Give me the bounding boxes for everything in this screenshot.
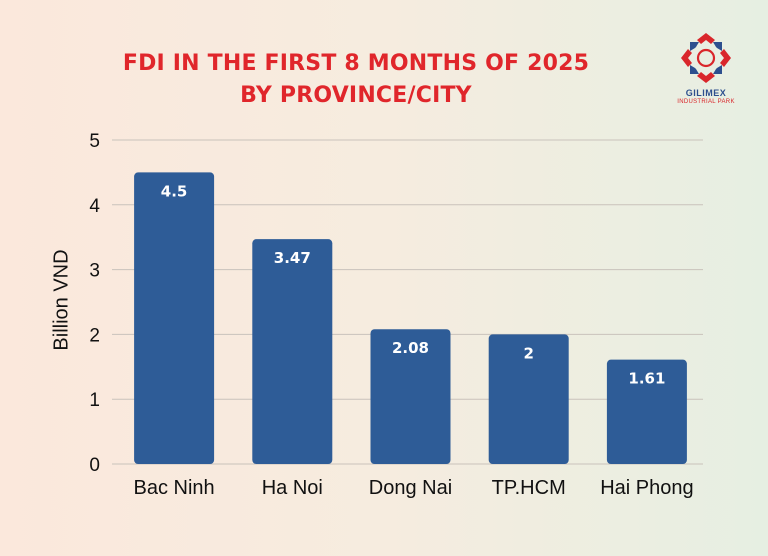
chart-title: FDI IN THE FIRST 8 MONTHS OF 2025 [122, 51, 590, 76]
data-label: 1.61 [628, 370, 665, 388]
bar [370, 329, 451, 464]
y-tick-label: 4 [89, 196, 100, 217]
logo-name: GILIMEX [685, 88, 727, 98]
y-tick-label: 5 [89, 131, 100, 152]
logo-subtitle: INDUSTRIAL PARK [677, 99, 735, 105]
gilimex-logo: GILIMEX INDUSTRIAL PARK [664, 32, 748, 116]
x-category-label: Hai Phong [600, 477, 693, 499]
x-category-label: Ha Noi [262, 477, 323, 499]
chart-title-block: FDI IN THE FIRST 8 MONTHS OF 2025 BY PRO… [0, 48, 712, 112]
gilimex-logo-icon [681, 33, 731, 83]
y-tick-label: 3 [89, 261, 100, 282]
y-tick-label: 2 [89, 325, 100, 346]
bar [134, 172, 215, 464]
chart-subtitle: BY PROVINCE/CITY [240, 83, 472, 108]
x-category-label: Bac Ninh [134, 477, 215, 499]
bar [488, 334, 569, 464]
data-label: 4.5 [161, 182, 188, 200]
data-label: 3.47 [274, 249, 311, 267]
data-label: 2.08 [392, 339, 429, 357]
bars: 4.5 3.47 2.08 2 1.61 [134, 172, 687, 464]
bar [252, 239, 333, 464]
bar [606, 359, 687, 464]
x-axis-categories: Bac Ninh Ha Noi Dong Nai TP.HCM Hai Phong [134, 477, 694, 499]
y-tick-label: 0 [89, 455, 100, 476]
y-tick-label: 1 [89, 390, 100, 411]
data-label: 2 [523, 344, 533, 362]
x-category-label: TP.HCM [492, 477, 566, 499]
x-category-label: Dong Nai [369, 477, 452, 499]
y-axis-ticks: 0 1 2 3 4 5 [89, 131, 100, 476]
